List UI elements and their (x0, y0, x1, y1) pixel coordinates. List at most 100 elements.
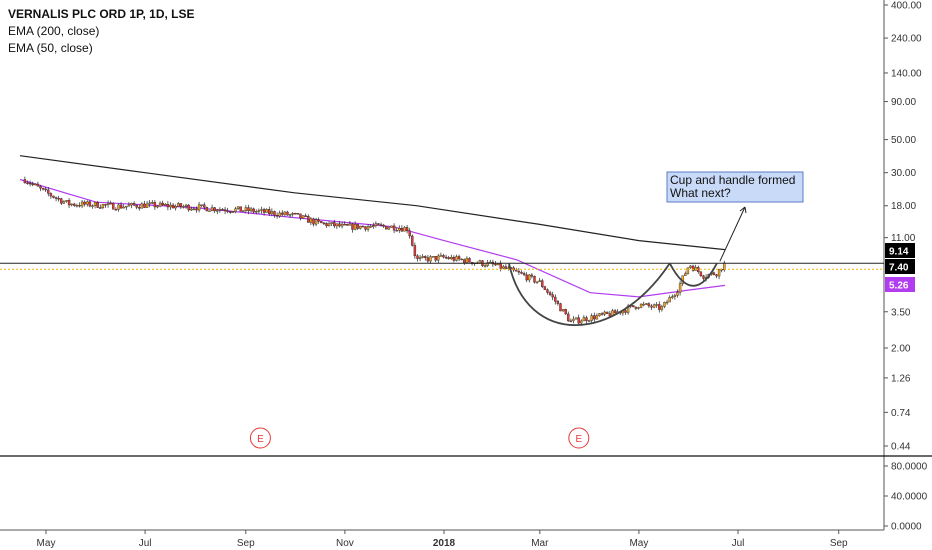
candle-body (49, 193, 53, 197)
candle-body (333, 222, 336, 227)
candle-body (265, 209, 268, 213)
candle-body (665, 301, 669, 304)
candle-body (569, 320, 573, 323)
symbol-title[interactable]: VERNALIS PLC ORD 1P, 1D, LSE (8, 7, 195, 21)
candle-body (600, 313, 604, 315)
candle-body (564, 309, 567, 315)
candle-body (229, 211, 232, 213)
candle-body (580, 320, 583, 324)
candle-body (639, 303, 643, 308)
candle-body (114, 209, 118, 211)
earnings-marker-icon (249, 427, 271, 449)
candle-body (325, 222, 328, 227)
candle-body (52, 195, 55, 198)
candle-body (525, 274, 528, 281)
annotation-line-2: What next? (670, 186, 731, 200)
candle-body (572, 318, 575, 322)
candle-body (161, 202, 164, 206)
candle-body (312, 218, 315, 225)
candle-body (416, 255, 419, 259)
candle-body (712, 272, 716, 275)
ema200-price-badge-bg (885, 243, 915, 258)
candle-body (642, 303, 645, 306)
candle-body (405, 227, 409, 232)
candle-body (309, 218, 313, 223)
candle-body (535, 281, 539, 283)
candle-body (327, 223, 331, 227)
candle-body (218, 209, 222, 211)
candle-body (117, 204, 120, 210)
candle-body (125, 205, 128, 208)
candle-body (255, 211, 258, 213)
candle-body (403, 227, 406, 232)
candle-body (86, 201, 89, 205)
candle-body (236, 206, 240, 209)
candle-body (546, 289, 549, 293)
candle-body (158, 202, 162, 207)
cup-pattern-curve (508, 262, 671, 326)
candle-body (138, 207, 141, 209)
price-tick-label: 140.00 (891, 68, 922, 79)
candle-body (369, 226, 372, 228)
ema200-legend-label[interactable]: EMA (200, close) (8, 24, 100, 38)
candle-body (80, 201, 84, 207)
candle-body (65, 200, 68, 202)
candle-body (244, 207, 248, 211)
candle-body (450, 256, 453, 260)
candle-body (442, 255, 445, 258)
time-axis: May Jul Sep Nov 2018 Mar May Jul Sep (37, 530, 848, 549)
candle-body (96, 202, 99, 208)
candle-body (431, 256, 435, 258)
candle-body (39, 186, 42, 189)
candle-body (717, 268, 721, 277)
candle-body (62, 201, 66, 204)
candle-body (437, 255, 440, 261)
candle-body (379, 224, 383, 226)
candle-body (296, 213, 300, 215)
candle-body (28, 182, 32, 185)
candle-body (335, 223, 339, 227)
candle-body (655, 304, 658, 306)
price-tick-label: 30.00 (891, 168, 916, 179)
candle-body (361, 225, 365, 228)
candle-body (418, 257, 422, 259)
time-tick-label: Mar (531, 538, 549, 549)
candle-body (663, 302, 666, 307)
candle-body (637, 307, 640, 309)
ema50-legend-label[interactable]: EMA (50, close) (8, 41, 93, 55)
candle-body (135, 205, 138, 208)
candle-body (208, 210, 211, 212)
candle-body (359, 225, 362, 229)
candle-body (91, 205, 94, 207)
candle-body (223, 209, 227, 212)
candle-body (439, 255, 443, 257)
price-tick-label: 90.00 (891, 97, 916, 108)
candle-body (41, 187, 45, 190)
candle-body (691, 265, 695, 271)
candle-body (652, 304, 656, 308)
candle-body (283, 211, 287, 215)
candle-body (684, 273, 687, 276)
candle-body (494, 263, 497, 266)
candle-body (528, 274, 531, 281)
candle-body (556, 301, 560, 304)
candle-body (101, 204, 105, 208)
candle-body (671, 296, 674, 298)
candle-body (78, 205, 81, 207)
candle-body (541, 280, 544, 287)
candle-body (455, 256, 458, 261)
candle-body (385, 226, 388, 230)
ema200-line (19, 155, 726, 251)
candle-body (140, 203, 144, 209)
candle-body (686, 267, 690, 274)
candle-body (286, 211, 289, 216)
candle-body (587, 320, 591, 322)
candle-body (515, 269, 518, 272)
candle-body (577, 317, 580, 324)
candle-body (169, 204, 172, 208)
price-tick-label: 2.00 (891, 343, 911, 354)
candle-body (106, 202, 110, 205)
candle-body (153, 202, 157, 208)
candle-body (398, 228, 401, 231)
